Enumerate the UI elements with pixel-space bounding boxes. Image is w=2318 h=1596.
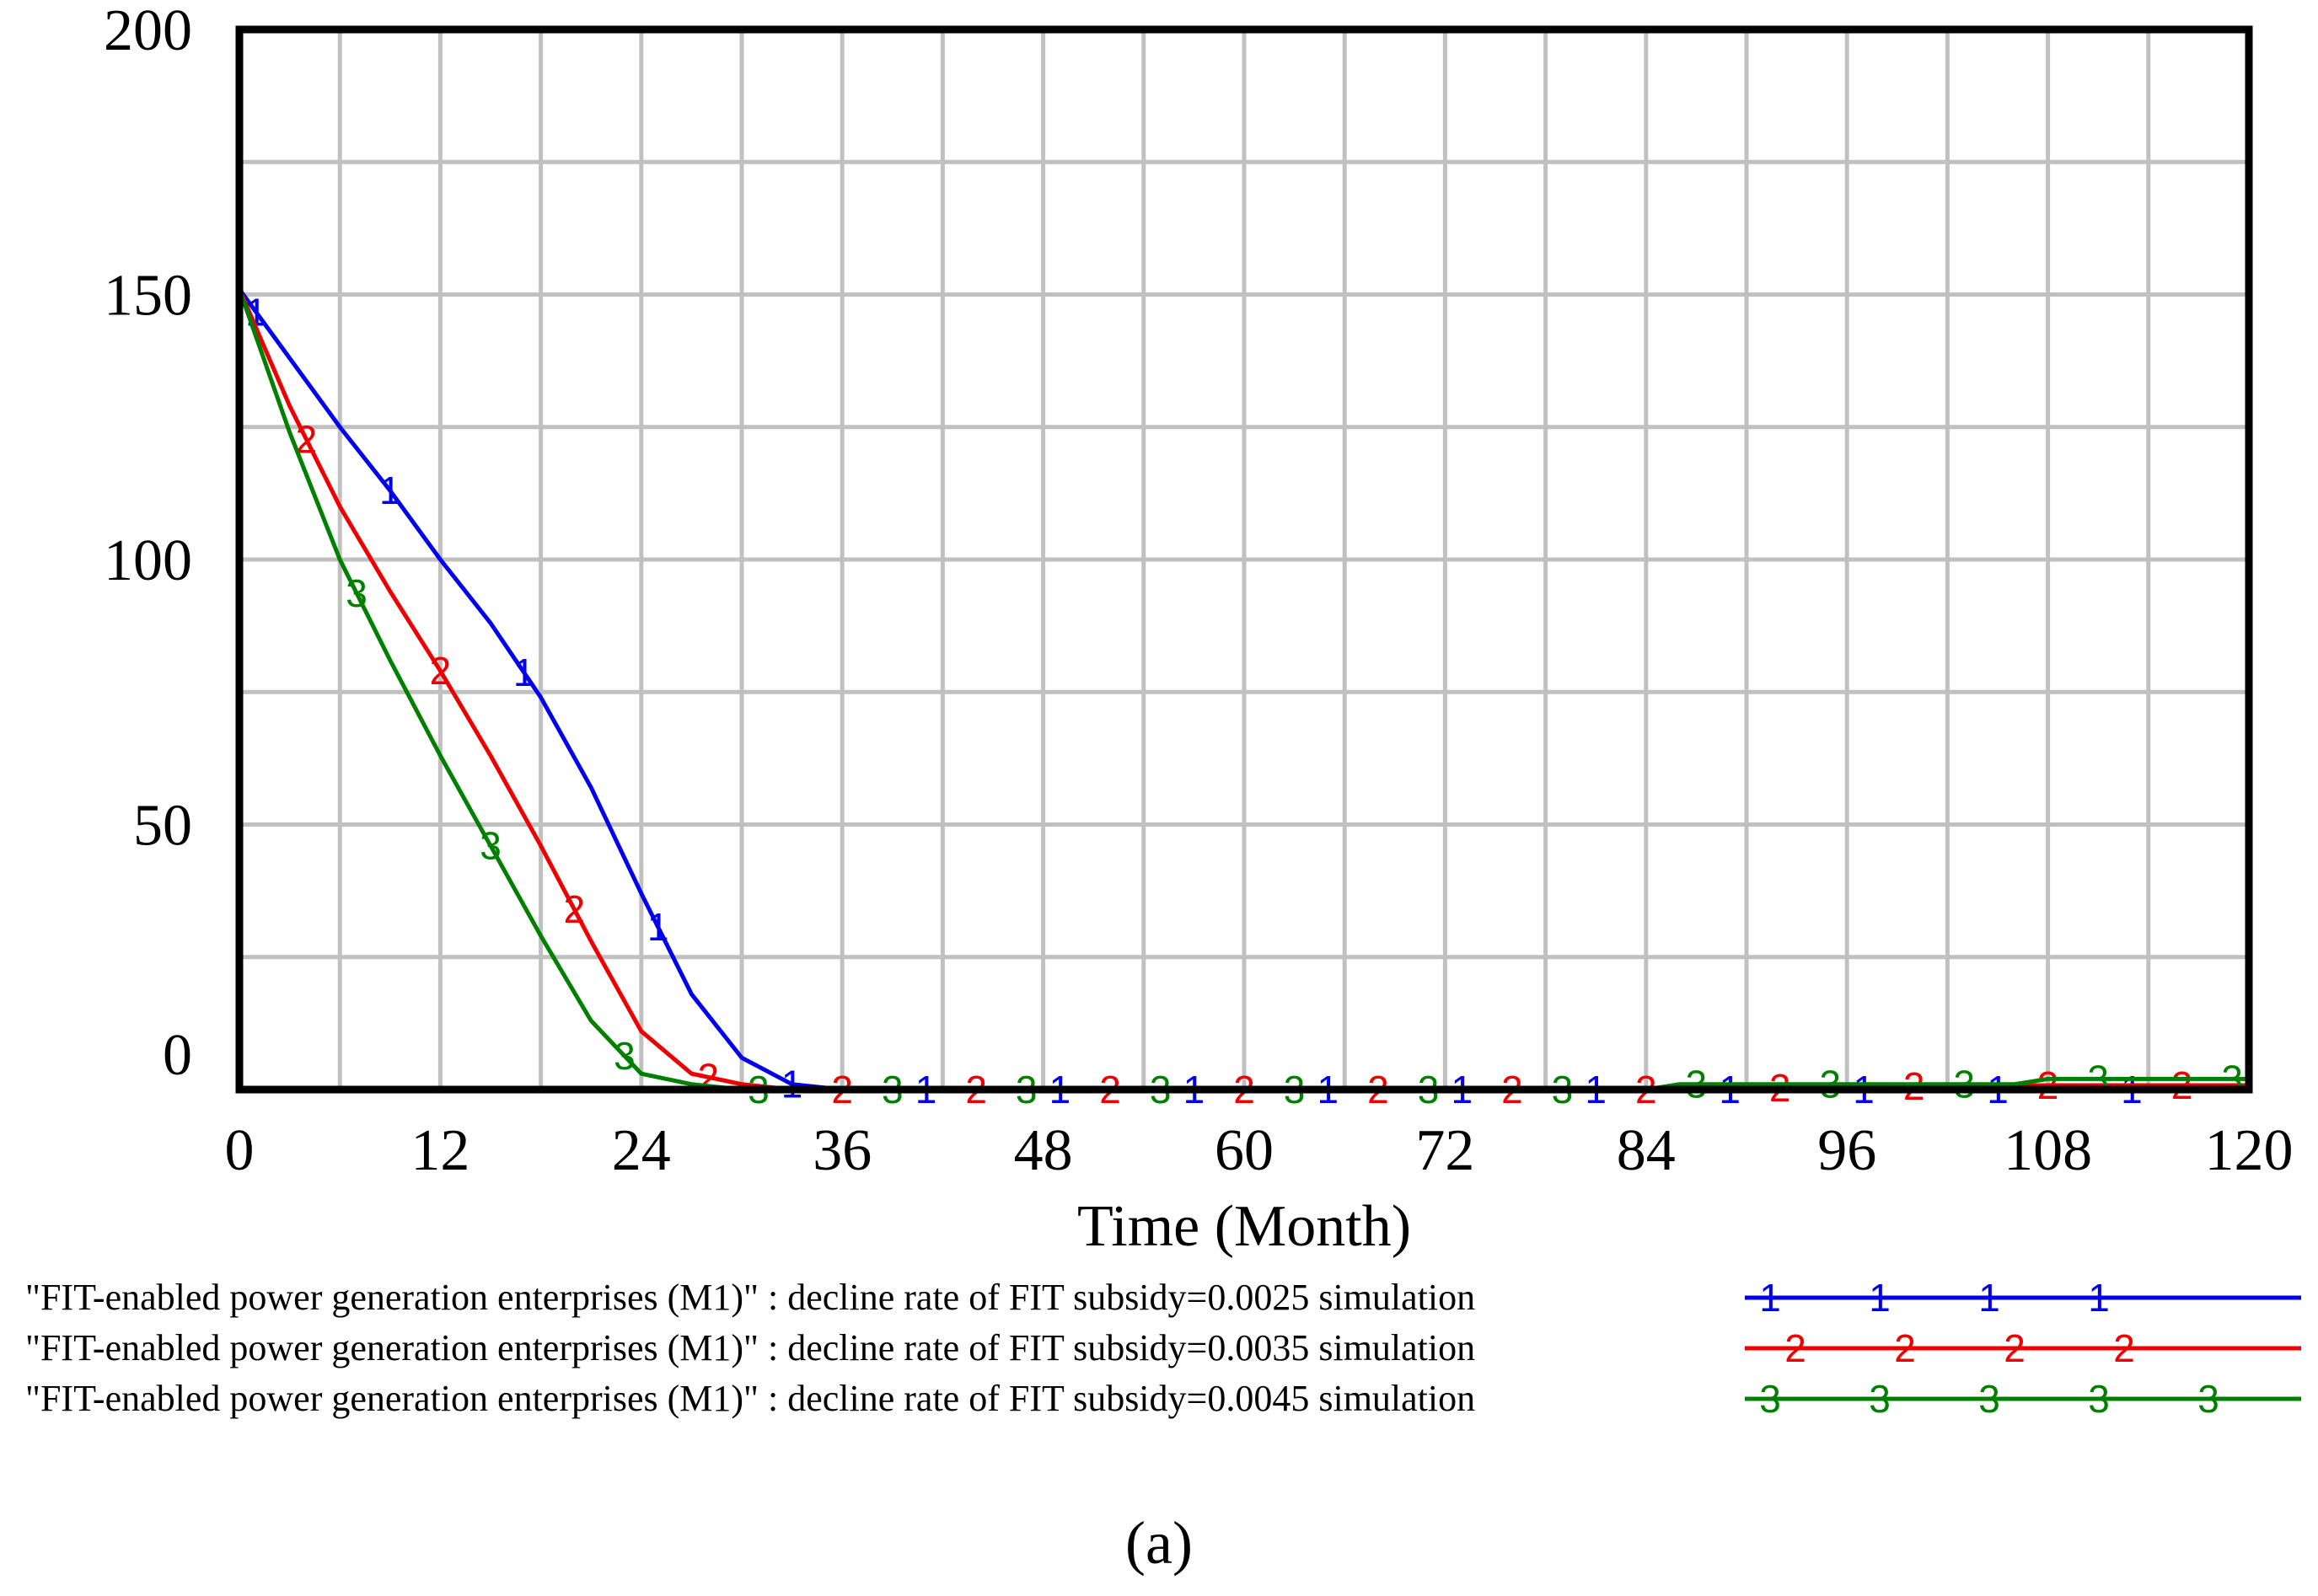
series-marker-2: 2 bbox=[2171, 1063, 2193, 1107]
legend-marker: 2 bbox=[1894, 1326, 1916, 1370]
legend-marker: 2 bbox=[1784, 1326, 1806, 1370]
legend-entry-3: "FIT-enabled power generation enterprise… bbox=[25, 1374, 2318, 1424]
legend-marker: 1 bbox=[2088, 1276, 2110, 1320]
legend-sample-1: 1 1 1 1 bbox=[1745, 1276, 2301, 1320]
legend-label-2: "FIT-enabled power generation enterprise… bbox=[25, 1327, 1476, 1368]
legend-marker: 3 bbox=[2088, 1377, 2110, 1421]
series-marker-3: 3 bbox=[2221, 1057, 2243, 1101]
legend-marker: 3 bbox=[1978, 1377, 2000, 1421]
series-marker-1: 1 bbox=[781, 1063, 803, 1106]
plot-area-border bbox=[235, 25, 2253, 1094]
legend-marker: 3 bbox=[1869, 1377, 1891, 1421]
x-axis-title: Time (Month) bbox=[1077, 1194, 1411, 1259]
legend-entry-2: "FIT-enabled power generation enterprise… bbox=[25, 1323, 2318, 1374]
series-marker-2: 2 bbox=[564, 887, 586, 931]
y-tick-label: 150 bbox=[104, 264, 192, 329]
x-tick-label: 120 bbox=[2205, 1118, 2294, 1183]
x-tick-label: 48 bbox=[1014, 1118, 1073, 1183]
series-marker-3: 3 bbox=[480, 824, 502, 868]
legend-label-1: "FIT-enabled power generation enterprise… bbox=[25, 1277, 1476, 1318]
series-marker-3: 3 bbox=[1820, 1063, 1842, 1106]
x-tick-label: 24 bbox=[612, 1118, 671, 1183]
legend-sample-3: 3 3 3 3 3 bbox=[1745, 1377, 2301, 1421]
series-marker-1: 1 bbox=[379, 469, 401, 512]
series-marker-3: 3 bbox=[346, 571, 368, 615]
series-marker-2: 2 bbox=[2037, 1063, 2059, 1107]
y-tick-label: 50 bbox=[133, 794, 192, 859]
x-tick-label: 96 bbox=[1817, 1118, 1876, 1183]
x-tick-label: 36 bbox=[813, 1118, 872, 1183]
legend-label-3: "FIT-enabled power generation enterprise… bbox=[25, 1378, 1476, 1419]
y-tick-label: 100 bbox=[104, 528, 192, 593]
x-tick-label: 0 bbox=[225, 1118, 255, 1183]
series-marker-1: 1 bbox=[647, 905, 669, 949]
legend-marker: 1 bbox=[1869, 1276, 1891, 1320]
x-tick-label: 108 bbox=[2004, 1118, 2092, 1183]
legend-entry-1: "FIT-enabled power generation enterprise… bbox=[25, 1272, 2318, 1323]
series-marker-2: 2 bbox=[430, 649, 452, 693]
x-tick-label: 12 bbox=[410, 1118, 470, 1183]
legend-marker: 2 bbox=[2004, 1326, 2026, 1370]
y-tick-label: 200 bbox=[104, 0, 192, 63]
figure-caption: (a) bbox=[1125, 1509, 1193, 1577]
legend-marker: 3 bbox=[1759, 1377, 1781, 1421]
x-tick-label: 84 bbox=[1617, 1118, 1676, 1183]
legend-marker: 3 bbox=[2197, 1377, 2219, 1421]
legend-marker: 2 bbox=[2113, 1326, 2135, 1370]
series-marker-3: 3 bbox=[1686, 1063, 1708, 1106]
series-marker-3: 3 bbox=[614, 1034, 636, 1078]
legend: "FIT-enabled power generation enterprise… bbox=[25, 1272, 2318, 1424]
series-marker-3: 3 bbox=[2087, 1057, 2109, 1101]
legend-sample-2: 2 2 2 2 bbox=[1745, 1326, 2301, 1370]
legend-marker: 1 bbox=[1759, 1276, 1781, 1320]
series-marker-1: 1 bbox=[513, 651, 535, 694]
series-marker-3: 3 bbox=[1953, 1063, 1975, 1106]
x-tick-label: 60 bbox=[1215, 1118, 1274, 1183]
x-tick-label: 72 bbox=[1415, 1118, 1474, 1183]
grid-lines bbox=[239, 29, 2249, 1090]
y-tick-label: 0 bbox=[163, 1023, 192, 1088]
legend-marker: 1 bbox=[1978, 1276, 2000, 1320]
